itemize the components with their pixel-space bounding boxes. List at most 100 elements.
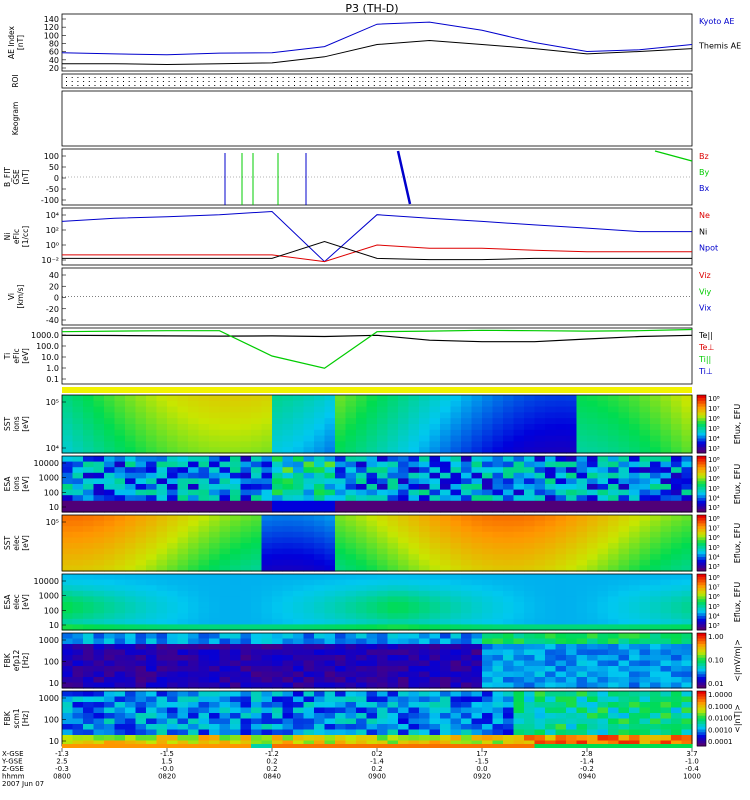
y-tick-label: 100 <box>44 152 59 161</box>
roi-dot <box>157 85 159 86</box>
roi-dot <box>430 77 432 78</box>
roi-dot <box>356 81 358 82</box>
roi-dot <box>527 85 529 86</box>
roi-dot <box>447 85 449 86</box>
colorbar-label: <|nT|> <box>733 704 742 733</box>
roi-dot <box>453 77 455 78</box>
roi-dot <box>174 81 176 82</box>
roi-dot <box>100 81 102 82</box>
roi-dot <box>527 81 529 82</box>
roi-dot <box>504 77 506 78</box>
esa_e-spectrogram <box>62 574 693 631</box>
roi-dot <box>333 77 335 78</box>
roi-frame <box>61 73 693 89</box>
roi-dot <box>624 85 626 86</box>
roi-dot <box>134 77 136 78</box>
sst_i-spectrogram <box>62 395 693 454</box>
colorbar-tick: 10⁸ <box>708 395 720 403</box>
colorbar-label: Eflux, EFU <box>733 404 742 445</box>
roi-dot <box>390 77 392 78</box>
roi-dot <box>117 81 119 82</box>
colorbar-tick: 10⁶ <box>708 534 720 542</box>
roi-dot <box>465 85 466 86</box>
roi-dot <box>442 85 444 86</box>
y-axis-label: [eV] <box>21 416 30 432</box>
roi-dot <box>550 85 552 86</box>
y-tick-label: 10 <box>49 737 59 746</box>
roi-dot <box>356 77 358 78</box>
roi-dot <box>83 85 85 86</box>
footer-value: -1.5 <box>160 750 174 758</box>
roi-dot <box>607 77 609 78</box>
y-axis-label: [1/cc] <box>21 226 30 247</box>
roi-dot <box>658 81 660 82</box>
roi-dot <box>225 81 227 82</box>
roi-dot <box>94 77 96 78</box>
colorbar-tick: 10⁵ <box>708 603 720 611</box>
roi-dot <box>94 81 96 82</box>
roi-dot <box>242 85 244 86</box>
footer-value: -1.5 <box>475 758 489 766</box>
roi-dot <box>83 77 85 78</box>
roi-dot <box>687 85 689 86</box>
roi-dot <box>214 77 216 78</box>
footer-value: -1.4 <box>370 758 384 766</box>
roi-dot <box>66 81 67 82</box>
colorbar-tick: 10³ <box>708 445 720 453</box>
panel-keogram: Keogram <box>11 90 693 147</box>
roi-dot <box>601 85 603 86</box>
colorbar-tick: 0.01 <box>708 680 724 688</box>
roi-dot <box>601 81 603 82</box>
y-axis-label: Keogram <box>11 102 20 136</box>
roi-dot <box>294 85 295 86</box>
roi-dot <box>202 81 204 82</box>
colorbar-tick: 10⁴ <box>708 553 720 561</box>
roi-dot <box>174 85 176 86</box>
colorbar-label: Eflux, EFU <box>733 464 742 505</box>
ni-series-0 <box>61 210 692 263</box>
roi-dot <box>271 77 273 78</box>
legend-entry: Bz <box>699 152 709 161</box>
roi-dot <box>613 77 615 78</box>
colorbar-label: Eflux, EFU <box>733 582 742 623</box>
roi-dot <box>499 77 501 78</box>
roi-dot <box>390 81 392 82</box>
roi-dot <box>117 85 119 86</box>
legend-entry: Vix <box>699 304 712 313</box>
roi-dot <box>71 81 73 82</box>
ni-series-2 <box>62 240 692 261</box>
roi-dot <box>294 77 295 78</box>
esa_i-spectrogram <box>62 456 693 513</box>
roi-dot <box>550 81 552 82</box>
roi-dot <box>231 77 233 78</box>
colorbar-tick: 10⁸ <box>708 456 720 464</box>
roi-dot <box>476 85 478 86</box>
roi-dot <box>539 77 541 78</box>
roi-dot <box>613 85 615 86</box>
roi-dot <box>100 77 102 78</box>
roi-dot <box>476 81 478 82</box>
roi-dot <box>185 81 187 82</box>
roi-dot <box>408 77 409 78</box>
roi-dot <box>522 81 523 82</box>
y-tick-label: 10000 <box>34 459 59 468</box>
roi-dot <box>447 81 449 82</box>
y-tick-label: 1000 <box>39 474 59 483</box>
roi-dot <box>339 85 341 86</box>
roi-dot <box>670 85 672 86</box>
roi-dot <box>333 81 335 82</box>
y-tick-label: 100.0 <box>36 342 59 351</box>
roi-dot <box>573 81 575 82</box>
roi-dot <box>168 81 170 82</box>
plot-title: P3 (TH-D) <box>345 2 398 15</box>
roi-dot <box>561 77 563 78</box>
roi-dot <box>339 81 341 82</box>
roi-dot <box>259 77 261 78</box>
footer-value: 2.5 <box>56 758 67 766</box>
footer-row-label: 2007 Jun 07 <box>2 780 44 788</box>
roi-dot <box>248 81 250 82</box>
roi-dot <box>596 77 598 78</box>
